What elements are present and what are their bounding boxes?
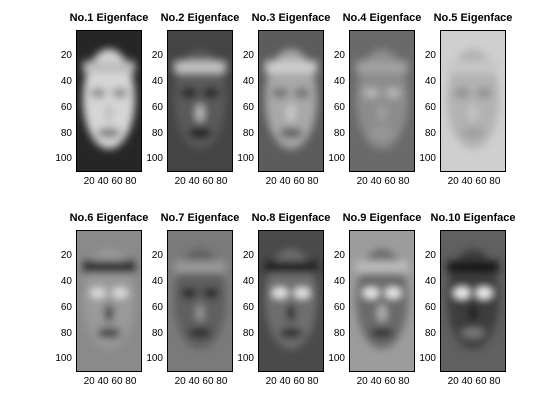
x-ticks: 20 40 60 80 xyxy=(356,176,410,187)
y-tick: 20 xyxy=(151,250,163,261)
x-ticks: 20 40 60 80 xyxy=(174,176,228,187)
y-tick: 60 xyxy=(424,102,436,113)
y-tick: 80 xyxy=(424,128,436,139)
eigenface-image xyxy=(167,30,233,172)
y-tick: 60 xyxy=(60,302,72,313)
y-tick: 20 xyxy=(333,250,345,261)
x-ticks: 20 40 60 80 xyxy=(447,176,501,187)
eigenface-image xyxy=(167,230,233,372)
y-tick: 60 xyxy=(151,102,163,113)
x-ticks: 20 40 60 80 xyxy=(265,176,319,187)
panel-title: No.8 Eigenface xyxy=(251,212,331,224)
y-tick: 60 xyxy=(333,102,345,113)
eigenface-image xyxy=(440,230,506,372)
x-ticks: 20 40 60 80 xyxy=(83,376,137,387)
panel-title: No.4 Eigenface xyxy=(342,12,422,24)
y-tick: 80 xyxy=(60,128,72,139)
y-tick: 40 xyxy=(424,76,436,87)
y-tick: 100 xyxy=(419,353,436,364)
panel-title: No.10 Eigenface xyxy=(430,212,516,224)
y-tick: 20 xyxy=(60,50,72,61)
eigenface-image xyxy=(258,30,324,172)
y-tick: 60 xyxy=(151,302,163,313)
y-tick: 60 xyxy=(60,102,72,113)
eigenface-image xyxy=(258,230,324,372)
y-tick: 20 xyxy=(151,50,163,61)
y-tick: 20 xyxy=(333,50,345,61)
x-ticks: 20 40 60 80 xyxy=(83,176,137,187)
y-tick: 60 xyxy=(242,102,254,113)
eigenface-image xyxy=(76,30,142,172)
y-tick: 40 xyxy=(60,76,72,87)
x-ticks: 20 40 60 80 xyxy=(447,376,501,387)
y-tick: 80 xyxy=(333,128,345,139)
y-tick: 100 xyxy=(55,353,72,364)
y-tick: 40 xyxy=(333,276,345,287)
y-tick: 100 xyxy=(146,353,163,364)
y-tick: 80 xyxy=(333,328,345,339)
y-tick: 80 xyxy=(151,328,163,339)
y-tick: 100 xyxy=(328,153,345,164)
y-tick: 40 xyxy=(242,76,254,87)
x-ticks: 20 40 60 80 xyxy=(265,376,319,387)
x-ticks: 20 40 60 80 xyxy=(356,376,410,387)
y-tick: 60 xyxy=(242,302,254,313)
y-tick: 40 xyxy=(424,276,436,287)
y-tick: 60 xyxy=(424,302,436,313)
panel-title: No.6 Eigenface xyxy=(69,212,149,224)
y-tick: 80 xyxy=(151,128,163,139)
y-tick: 20 xyxy=(424,50,436,61)
eigenface-image xyxy=(440,30,506,172)
y-tick: 100 xyxy=(328,353,345,364)
y-tick: 20 xyxy=(424,250,436,261)
y-tick: 40 xyxy=(151,76,163,87)
eigenface-image xyxy=(349,230,415,372)
y-tick: 40 xyxy=(151,276,163,287)
y-tick: 20 xyxy=(60,250,72,261)
panel-title: No.1 Eigenface xyxy=(69,12,149,24)
y-tick: 40 xyxy=(333,76,345,87)
panel-title: No.3 Eigenface xyxy=(251,12,331,24)
panel-title: No.9 Eigenface xyxy=(342,212,422,224)
eigenface-image xyxy=(349,30,415,172)
panel-title: No.7 Eigenface xyxy=(160,212,240,224)
y-tick: 80 xyxy=(60,328,72,339)
y-tick: 80 xyxy=(424,328,436,339)
y-tick: 100 xyxy=(55,153,72,164)
panel-title: No.2 Eigenface xyxy=(160,12,240,24)
y-tick: 80 xyxy=(242,328,254,339)
eigenface-image xyxy=(76,230,142,372)
y-tick: 100 xyxy=(146,153,163,164)
y-tick: 100 xyxy=(237,153,254,164)
x-ticks: 20 40 60 80 xyxy=(174,376,228,387)
y-tick: 100 xyxy=(419,153,436,164)
y-tick: 80 xyxy=(242,128,254,139)
panel-title: No.5 Eigenface xyxy=(433,12,513,24)
y-tick: 40 xyxy=(60,276,72,287)
y-tick: 20 xyxy=(242,50,254,61)
y-tick: 20 xyxy=(242,250,254,261)
y-tick: 60 xyxy=(333,302,345,313)
y-tick: 40 xyxy=(242,276,254,287)
y-tick: 100 xyxy=(237,353,254,364)
